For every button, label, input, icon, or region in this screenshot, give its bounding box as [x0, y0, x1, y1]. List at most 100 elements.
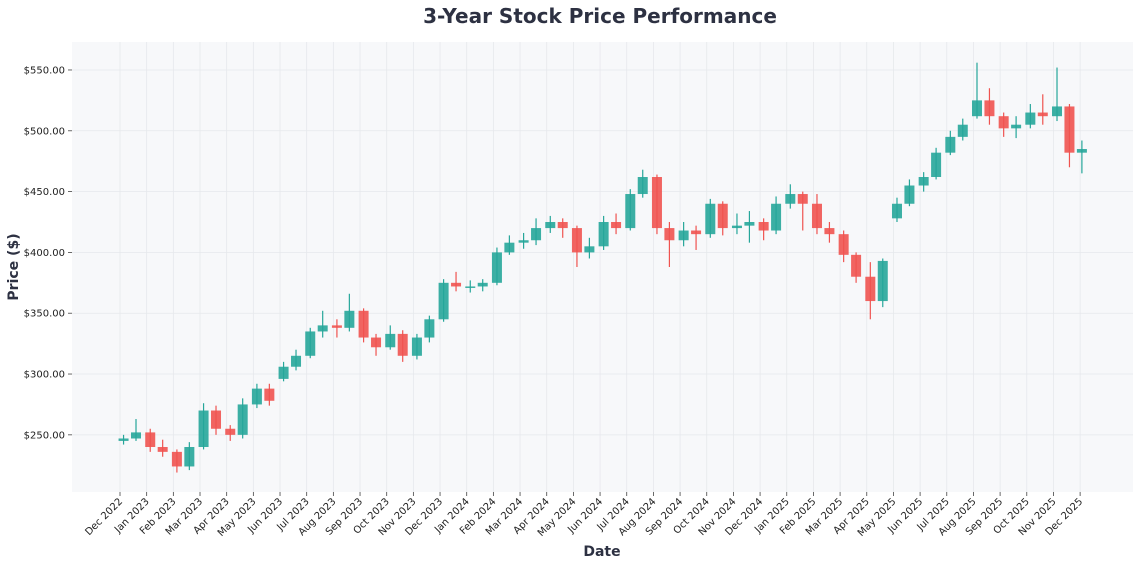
candle-body [811, 203, 822, 229]
candle-up [518, 232, 529, 249]
candle-down [331, 319, 342, 338]
candle-down [225, 425, 236, 441]
candle-down [371, 333, 382, 356]
candle-up [198, 403, 209, 450]
y-tick-label: $350.00 [24, 309, 65, 320]
candle-up [278, 361, 289, 382]
candle-body [1064, 106, 1075, 153]
candle-body [1025, 112, 1036, 125]
candle-down [851, 252, 862, 283]
candle-body [371, 337, 382, 348]
candle-down [664, 222, 675, 267]
candle-up [237, 398, 248, 439]
y-tick-label: $250.00 [24, 430, 65, 441]
candle-body [424, 319, 435, 338]
candle-up [945, 130, 956, 156]
candle-down [717, 201, 728, 236]
candle-body [305, 331, 316, 356]
candle-body [744, 222, 755, 226]
candle-up [184, 442, 195, 471]
candle-down [984, 88, 995, 125]
candle-up [744, 211, 755, 243]
candle-body [198, 410, 209, 447]
candle-up [411, 333, 422, 360]
candle-body [358, 310, 369, 338]
y-tick-label: $400.00 [24, 248, 65, 259]
candle-body [264, 388, 275, 401]
candle-up [504, 235, 515, 255]
candle-body [317, 325, 328, 332]
candle-body [557, 222, 568, 229]
chart-title: 3-Year Stock Price Performance [423, 4, 777, 28]
candle-body [385, 333, 396, 348]
candle-up [317, 310, 328, 338]
candle-down [811, 194, 822, 235]
candle-body [157, 447, 168, 452]
candle-body [1011, 124, 1022, 129]
candle-up [118, 434, 129, 445]
candle-down [145, 428, 156, 452]
candle-up [491, 247, 502, 286]
candle-body [504, 242, 515, 253]
candle-down [1037, 94, 1048, 125]
candle-body [664, 228, 675, 241]
candle-body [758, 222, 769, 231]
candle-up [385, 325, 396, 350]
candle-body [824, 228, 835, 235]
candle-down [865, 262, 876, 320]
candle-body [851, 254, 862, 277]
candle-body [397, 333, 408, 356]
candle-up [785, 184, 796, 209]
candle-up [625, 189, 636, 231]
candle-up [1025, 104, 1036, 129]
y-tick-label: $500.00 [24, 126, 65, 137]
candle-body [945, 136, 956, 153]
candle-body [984, 100, 995, 117]
candle-down [651, 174, 662, 235]
candles [118, 62, 1087, 473]
candle-up [877, 258, 888, 308]
candle-body [598, 222, 609, 247]
candle-body [438, 282, 449, 320]
candle-body [237, 404, 248, 435]
candle-body [477, 282, 488, 287]
candle-down [211, 405, 222, 435]
candle-body [678, 230, 689, 241]
candle-body [771, 203, 782, 231]
candle-up [918, 172, 929, 192]
candle-body [171, 451, 182, 467]
candle-up [1052, 67, 1063, 122]
candle-up [931, 147, 942, 180]
candle-down [397, 330, 408, 362]
candle-body [1076, 149, 1087, 153]
candle-up [1011, 116, 1022, 139]
candle-up [891, 197, 902, 222]
candle-body [491, 252, 502, 283]
candle-body [891, 203, 902, 219]
candle-up [424, 315, 435, 343]
candle-down [691, 225, 702, 250]
candle-body [931, 152, 942, 177]
candle-up [531, 218, 542, 246]
y-tick-label: $300.00 [24, 370, 65, 381]
candle-down [571, 225, 582, 267]
candle-up [904, 179, 915, 207]
candle-body [145, 432, 156, 447]
candle-body [131, 432, 142, 439]
y-tick-label: $450.00 [24, 187, 65, 198]
candle-body [1052, 106, 1063, 117]
candle-up [1076, 140, 1087, 174]
candle-body [625, 194, 636, 229]
candle-body [545, 222, 556, 229]
candle-down [451, 271, 462, 292]
candle-body [225, 428, 236, 435]
candle-body [291, 355, 302, 367]
candle-up [598, 215, 609, 250]
candle-up [477, 279, 488, 292]
candle-down [358, 308, 369, 343]
candle-up [731, 213, 742, 235]
candle-body [865, 276, 876, 302]
candle-up [678, 222, 689, 247]
